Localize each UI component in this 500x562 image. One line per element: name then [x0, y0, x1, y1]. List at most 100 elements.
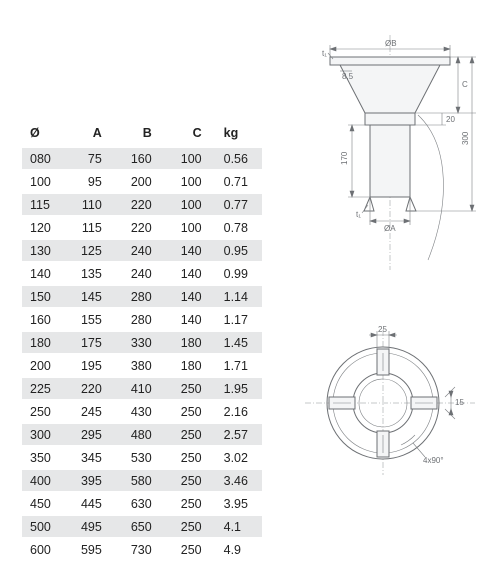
table-cell: 280	[116, 285, 166, 308]
table-cell: 1.71	[216, 354, 262, 377]
table-cell: 240	[116, 239, 166, 262]
table-cell: 630	[116, 492, 166, 515]
table-cell: 280	[116, 308, 166, 331]
table-cell: 430	[116, 400, 166, 423]
table-cell: 380	[116, 354, 166, 377]
table-cell: 110	[66, 193, 116, 216]
table-row: 4504456302503.95	[22, 492, 262, 515]
table-row: 080751601000.56	[22, 147, 262, 170]
table-header-row: Ø A B C kg	[22, 120, 262, 147]
table-cell: 100	[166, 193, 216, 216]
table-cell: 480	[116, 423, 166, 446]
table-cell: 115	[22, 193, 66, 216]
dimensions-table: Ø A B C kg 080751601000.56100952001000.7…	[22, 120, 262, 562]
col-c: C	[166, 120, 216, 147]
table-cell: 180	[22, 331, 66, 354]
table-cell: 140	[166, 239, 216, 262]
table-cell: 140	[22, 262, 66, 285]
table-cell: 0.78	[216, 216, 262, 239]
dim-170: 170	[340, 151, 349, 165]
table-cell: 395	[66, 469, 116, 492]
dim-25: 25	[378, 325, 387, 334]
table-cell: 220	[116, 216, 166, 239]
table-cell: 495	[66, 515, 116, 538]
table-cell: 1.14	[216, 285, 262, 308]
table-cell: 125	[66, 239, 116, 262]
table-cell: 140	[166, 308, 216, 331]
table-cell: 300	[22, 423, 66, 446]
table-row: 3002954802502.57	[22, 423, 262, 446]
col-diameter: Ø	[22, 120, 66, 147]
table-cell: 220	[116, 193, 166, 216]
col-b: B	[116, 120, 166, 147]
dim-C: C	[462, 80, 468, 89]
table-cell: 100	[166, 170, 216, 193]
table-cell: 410	[116, 377, 166, 400]
table-row: 4003955802503.46	[22, 469, 262, 492]
table-cell: 3.02	[216, 446, 262, 469]
table-row: 1801753301801.45	[22, 331, 262, 354]
table-cell: 120	[22, 216, 66, 239]
table-cell: 150	[22, 285, 66, 308]
table-cell: 580	[116, 469, 166, 492]
table-cell: 250	[166, 423, 216, 446]
table-row: 3503455302503.02	[22, 446, 262, 469]
table-cell: 135	[66, 262, 116, 285]
table-cell: 295	[66, 423, 116, 446]
table-cell: 145	[66, 285, 116, 308]
table-cell: 160	[22, 308, 66, 331]
table-cell: 95	[66, 170, 116, 193]
col-kg: kg	[216, 120, 262, 147]
table-cell: 250	[22, 400, 66, 423]
table-cell: 350	[22, 446, 66, 469]
table-cell: 595	[66, 538, 116, 561]
table-cell: 195	[66, 354, 116, 377]
table-cell: 115	[66, 216, 116, 239]
table-cell: 250	[166, 515, 216, 538]
table-cell: 200	[116, 170, 166, 193]
table-cell: 100	[166, 147, 216, 170]
table-cell: 180	[166, 354, 216, 377]
table-row: 6005957302504.9	[22, 538, 262, 561]
table-cell: 445	[66, 492, 116, 515]
table-cell: 530	[116, 446, 166, 469]
table-cell: 3.95	[216, 492, 262, 515]
elevation-drawing: 8,5 ØB t₁ C 20	[300, 35, 480, 270]
table-cell: 0.95	[216, 239, 262, 262]
table-cell: 180	[166, 331, 216, 354]
table-row: 1201152201000.78	[22, 216, 262, 239]
table-cell: 130	[22, 239, 66, 262]
table-cell: 225	[22, 377, 66, 400]
table-cell: 220	[66, 377, 116, 400]
dim-15: 15	[455, 398, 464, 407]
table-cell: 100	[22, 170, 66, 193]
table-cell: 0.99	[216, 262, 262, 285]
table-cell: 600	[22, 538, 66, 561]
dim-phiA: ØA	[384, 224, 396, 233]
dim-phiB: ØB	[385, 39, 397, 48]
table-cell: 250	[166, 492, 216, 515]
table-cell: 4.9	[216, 538, 262, 561]
table-row: 2252204102501.95	[22, 377, 262, 400]
table-row: 2001953801801.71	[22, 354, 262, 377]
table-cell: 400	[22, 469, 66, 492]
table-row: 1601552801401.17	[22, 308, 262, 331]
table-cell: 250	[166, 446, 216, 469]
table-cell: 450	[22, 492, 66, 515]
table-cell: 650	[116, 515, 166, 538]
table-cell: 080	[22, 147, 66, 170]
table-row: 5004956502504.1	[22, 515, 262, 538]
table-cell: 140	[166, 285, 216, 308]
table-row: 1301252401400.95	[22, 239, 262, 262]
dim-angle: 4x90°	[423, 456, 444, 465]
col-a: A	[66, 120, 116, 147]
table-cell: 160	[116, 147, 166, 170]
spec-table: Ø A B C kg 080751601000.56100952001000.7…	[22, 120, 262, 562]
table-cell: 1.45	[216, 331, 262, 354]
table-row: 100952001000.71	[22, 170, 262, 193]
table-row: 1151102201000.77	[22, 193, 262, 216]
table-cell: 200	[22, 354, 66, 377]
table-cell: 345	[66, 446, 116, 469]
table-cell: 330	[116, 331, 166, 354]
table-cell: 245	[66, 400, 116, 423]
